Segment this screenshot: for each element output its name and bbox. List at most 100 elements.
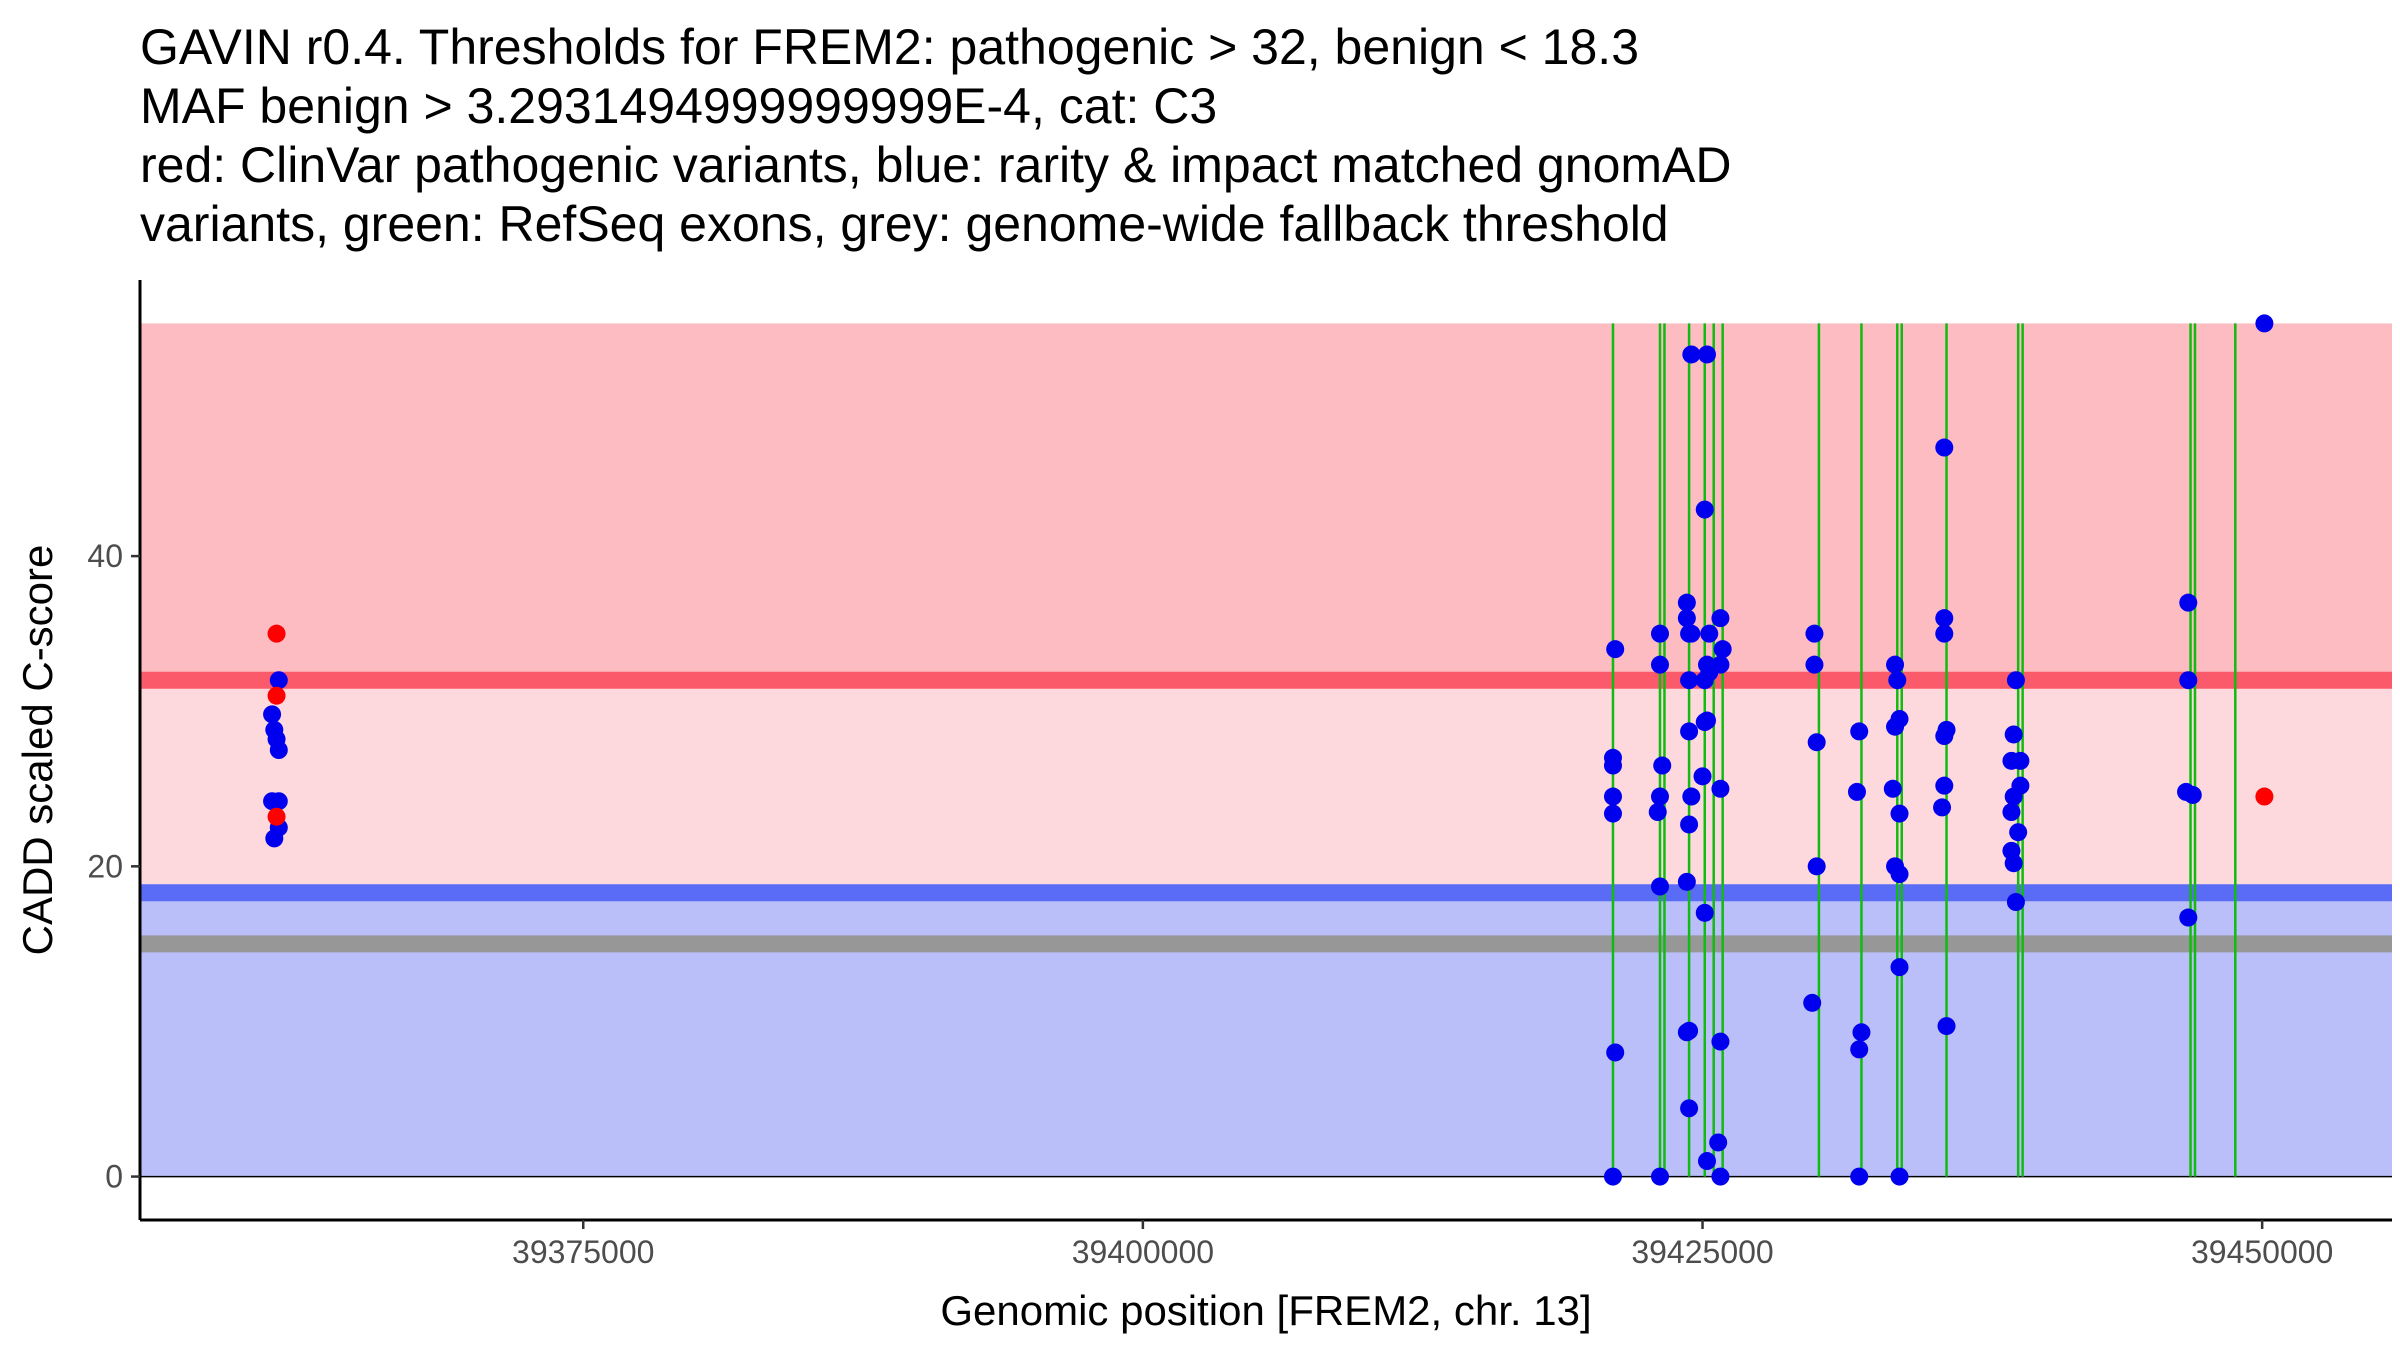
y-axis-title: CADD scaled C-score — [14, 545, 61, 956]
gnomad-point — [1805, 655, 1824, 674]
gnomad-point — [1709, 1133, 1728, 1152]
gnomad-point — [2179, 908, 2198, 927]
gnomad-point — [2004, 854, 2023, 873]
y-tick-label: 0 — [105, 1159, 123, 1195]
gnomad-points — [263, 314, 2274, 1186]
gnomad-point — [2179, 593, 2198, 612]
benign-region — [140, 892, 2392, 1177]
gnomad-point — [2009, 823, 2028, 842]
gnomad-point — [1883, 779, 1902, 798]
gnomad-point — [1850, 1040, 1869, 1059]
gnomad-point — [1606, 1043, 1625, 1062]
gnomad-point — [1807, 733, 1826, 752]
gnomad-point — [1682, 345, 1701, 364]
pathogenic-region — [140, 323, 2392, 681]
chart-title: GAVIN r0.4. Thresholds for FREM2: pathog… — [140, 18, 1731, 254]
gnomad-point — [1682, 787, 1701, 806]
axes: 0 20 40 39375000 39400000 39425000 39450000 — [87, 280, 2392, 1270]
gnomad-point — [1650, 624, 1669, 643]
gnomad-point — [1886, 717, 1905, 736]
gnomad-point — [1680, 671, 1699, 690]
gnomad-point — [1711, 609, 1730, 628]
gnomad-point — [1677, 1023, 1696, 1042]
gnomad-point — [1711, 1167, 1730, 1186]
gnomad-point — [1697, 345, 1716, 364]
title-line-1: GAVIN r0.4. Thresholds for FREM2: pathog… — [140, 19, 1639, 75]
clinvar-point — [267, 686, 286, 705]
gnomad-point — [1677, 609, 1696, 628]
gnomad-point — [1935, 624, 1954, 643]
gnomad-point — [1650, 787, 1669, 806]
gnomad-point — [1937, 1017, 1956, 1036]
gnomad-point — [1850, 1167, 1869, 1186]
x-tick-label: 39425000 — [1631, 1234, 1773, 1270]
gnomad-point — [1603, 756, 1622, 775]
gnomad-point — [1711, 779, 1730, 798]
gnomad-point — [2004, 725, 2023, 744]
gnomad-point — [1803, 993, 1822, 1012]
gnomad-point — [1680, 1099, 1699, 1118]
gnomad-point — [1890, 804, 1909, 823]
gnomad-point — [1697, 1152, 1716, 1171]
gnomad-point — [1886, 655, 1905, 674]
gnomad-point — [1850, 722, 1869, 741]
gnomad-point — [1890, 1167, 1909, 1186]
gnomad-point — [1650, 655, 1669, 674]
x-tick-label: 39400000 — [1072, 1234, 1214, 1270]
x-tick-label: 39450000 — [2191, 1234, 2333, 1270]
clinvar-point — [2255, 787, 2274, 806]
gnomad-point — [1713, 640, 1732, 659]
gnomad-point — [1935, 438, 1954, 457]
gnomad-point — [1682, 624, 1701, 643]
gnomad-point — [1648, 803, 1667, 822]
gnomad-point — [269, 741, 288, 759]
gnomad-point — [1890, 958, 1909, 977]
gnomad-point — [263, 705, 282, 724]
gnomad-point — [1693, 767, 1712, 786]
gnomad-point — [1680, 815, 1699, 834]
gnomad-point — [265, 829, 284, 848]
gnomad-point — [269, 671, 288, 690]
gnomad-point — [1695, 500, 1714, 519]
gnomad-point — [1935, 609, 1954, 628]
title-line-3: red: ClinVar pathogenic variants, blue: … — [140, 137, 1732, 193]
gnomad-point — [1700, 624, 1719, 643]
gnomad-point — [1847, 782, 1866, 801]
gnomad-point — [1697, 711, 1716, 730]
gnomad-point — [1805, 624, 1824, 643]
gnomad-point — [2183, 785, 2202, 804]
gnomad-point — [1888, 671, 1907, 690]
gnomad-point — [1807, 857, 1826, 876]
gnomad-point — [2255, 314, 2274, 333]
gnomad-point — [1603, 804, 1622, 823]
clinvar-point — [267, 807, 286, 826]
gnomad-point — [269, 792, 288, 811]
clinvar-point — [267, 624, 286, 643]
gnomad-point — [2006, 671, 2025, 690]
gnomad-point — [1933, 798, 1952, 817]
gnomad-point — [1852, 1023, 1871, 1042]
gnomad-point — [2002, 803, 2021, 822]
title-line-2: MAF benign > 3.2931494999999999E-4, cat:… — [140, 78, 1218, 134]
gnomad-point — [1935, 776, 1954, 795]
gnomad-point — [1711, 1032, 1730, 1051]
gnomad-point — [1603, 1167, 1622, 1186]
clinvar-points — [267, 624, 2274, 826]
gnomad-point — [2004, 787, 2023, 806]
gnomad-point — [1677, 593, 1696, 612]
gnomad-point — [1680, 722, 1699, 741]
gnomad-point — [1653, 756, 1672, 775]
y-tick-label: 40 — [87, 538, 123, 574]
gnomad-point — [1650, 1167, 1669, 1186]
gnomad-point — [1695, 903, 1714, 922]
gnomad-point — [1935, 727, 1954, 746]
intermediate-region — [140, 680, 2392, 893]
gnomad-point — [1677, 872, 1696, 891]
threshold-regions — [140, 323, 2392, 1177]
gnomad-point — [2011, 751, 2030, 770]
y-tick-label: 20 — [87, 848, 123, 884]
gnomad-point — [2006, 893, 2025, 912]
x-axis-title: Genomic position [FREM2, chr. 13] — [940, 1287, 1591, 1334]
title-line-4: variants, green: RefSeq exons, grey: gen… — [140, 196, 1669, 252]
